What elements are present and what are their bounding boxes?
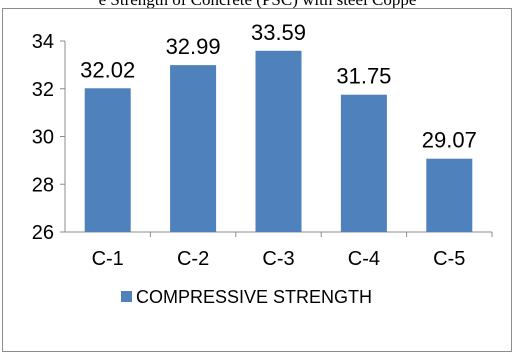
y-tick-label: 32	[32, 79, 54, 101]
bar-c-5	[426, 158, 473, 232]
bar-c-4	[340, 94, 387, 232]
x-tick-label-c-2: C-2	[177, 248, 209, 270]
bar-c-2	[170, 65, 217, 233]
legend-label-compressive-strength: COMPRESSIVE STRENGTH	[136, 287, 372, 307]
y-axis-ticks: 26 28 30 32 34	[32, 31, 65, 244]
data-label-c-1: 32.02	[80, 57, 135, 82]
x-axis-ticks: C-1 C-2 C-3 C-4 C-5	[92, 232, 493, 270]
y-tick-label: 28	[32, 174, 54, 196]
data-label-c-3: 33.59	[251, 20, 306, 45]
bar-c-3	[255, 50, 302, 232]
x-tick-label-c-1: C-1	[92, 248, 124, 270]
bars	[84, 50, 473, 233]
legend-swatch-compressive-strength	[121, 291, 132, 302]
legend: COMPRESSIVE STRENGTH	[121, 287, 372, 307]
y-tick-label: 30	[32, 127, 54, 149]
data-label-c-2: 32.99	[166, 34, 221, 59]
y-tick-label: 26	[32, 222, 54, 244]
y-tick-label: 34	[32, 31, 54, 53]
data-label-c-4: 31.75	[336, 64, 391, 89]
cropped-header-text: e Strength of Concrete (PSC) with steel …	[0, 0, 515, 8]
data-label-c-5: 29.07	[422, 128, 477, 153]
chart-frame	[2, 8, 512, 352]
x-tick-label-c-5: C-5	[433, 248, 465, 270]
x-tick-label-c-3: C-3	[262, 248, 294, 270]
data-labels: 32.02 32.99 33.59 31.75 29.07	[80, 20, 477, 153]
bar-c-1	[84, 88, 131, 233]
x-tick-label-c-4: C-4	[348, 248, 380, 270]
